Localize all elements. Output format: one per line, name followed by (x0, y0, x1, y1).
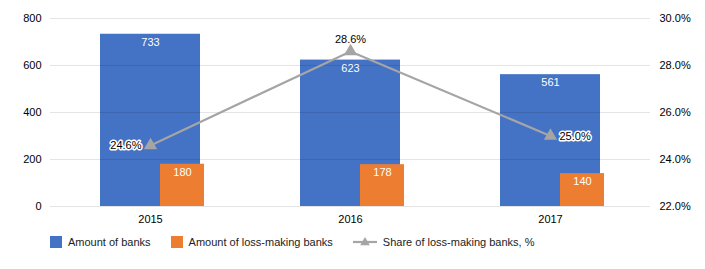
svg-text:2017: 2017 (538, 213, 562, 225)
svg-text:180: 180 (173, 166, 191, 178)
svg-text:400: 400 (23, 106, 41, 118)
svg-text:2016: 2016 (338, 213, 362, 225)
svg-text:24.6%: 24.6% (110, 139, 141, 151)
svg-text:26.0%: 26.0% (660, 106, 691, 118)
svg-text:200: 200 (23, 153, 41, 165)
svg-text:600: 600 (23, 59, 41, 71)
svg-text:0: 0 (35, 200, 41, 212)
html-text:Amount of loss-making banks: Amount of loss-making banks (188, 236, 333, 248)
svg-text:25.0%: 25.0% (560, 130, 591, 142)
svg-text:178: 178 (373, 166, 391, 178)
svg-text:800: 800 (23, 12, 41, 24)
svg-text:28.0%: 28.0% (660, 59, 691, 71)
svg-text:561: 561 (541, 76, 559, 88)
svg-text:733: 733 (141, 36, 159, 48)
svg-text:30.0%: 30.0% (660, 12, 691, 24)
svg-text:22.0%: 22.0% (660, 200, 691, 212)
svg-text:28.6%: 28.6% (335, 33, 366, 45)
html-text:Share of loss-making banks, %: Share of loss-making banks, % (382, 236, 535, 248)
svg-text:2015: 2015 (138, 213, 162, 225)
svg-text:623: 623 (341, 62, 359, 74)
html-text:Amount of banks: Amount of banks (68, 236, 151, 248)
svg-text:24.0%: 24.0% (660, 153, 691, 165)
svg-text:140: 140 (573, 175, 591, 187)
